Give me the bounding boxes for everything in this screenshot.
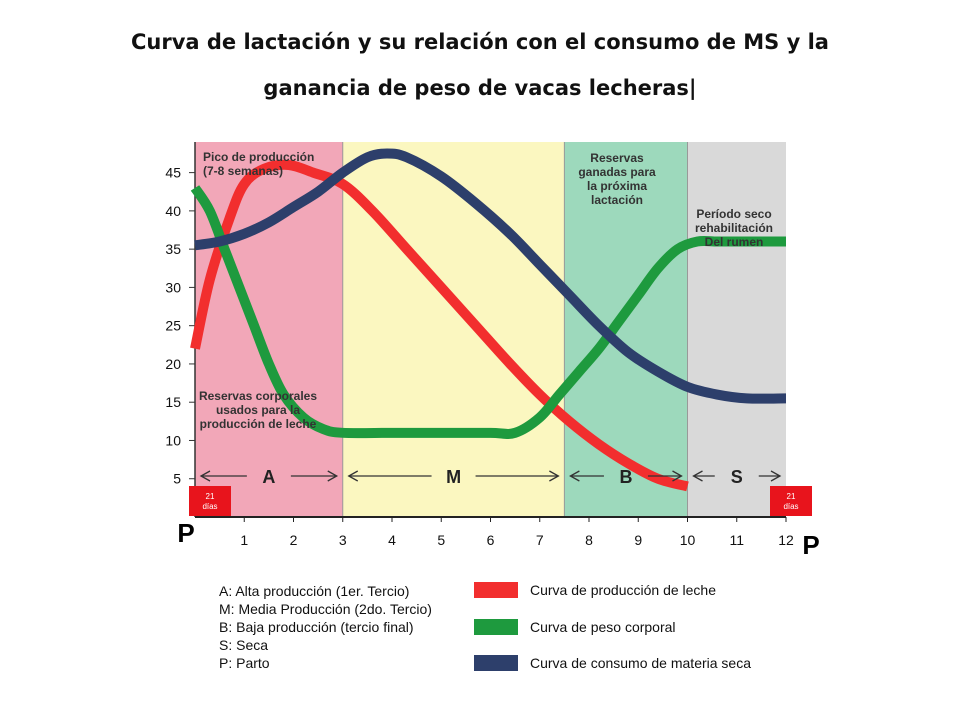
x-tick-label: 7 [536, 532, 544, 548]
y-tick-label: 45 [165, 165, 181, 181]
y-tick-label: 10 [165, 432, 181, 448]
x-tick-label: 2 [290, 532, 298, 548]
legend-item-peso: Curva de peso corporal [474, 619, 676, 635]
x-tick-label: 12 [778, 532, 794, 548]
annotation-reservas-corporales: producción de leche [200, 417, 317, 431]
end-label-parto: P [802, 530, 819, 560]
phase-band-a [195, 142, 343, 517]
phase-band-m [342, 142, 565, 517]
arrowhead-left [692, 470, 703, 482]
phase-code-m: M [446, 467, 461, 487]
x-tick-label: 6 [487, 532, 495, 548]
legend-item-consumo: Curva de consumo de materia seca [474, 655, 751, 671]
legend-abbrev-p: P: Parto [219, 655, 270, 671]
annotation-reservas-corporales: Reservas corporales [199, 389, 317, 403]
legend-abbrev-a: A: Alta producción (1er. Tercio) [219, 583, 410, 599]
y-tick-label: 40 [165, 203, 181, 219]
x-tick-label: 4 [388, 532, 396, 548]
annotation-reservas-ganadas: lactación [591, 193, 643, 207]
x-tick-label: 3 [339, 532, 347, 548]
arrowhead-left [569, 470, 580, 482]
legend-abbrev-m: M: Media Producción (2do. Tercio) [219, 601, 432, 617]
dias-box-left [189, 486, 231, 516]
y-tick-label: 25 [165, 318, 181, 334]
arrowhead-left [199, 470, 211, 482]
arrowhead-right [770, 470, 782, 482]
x-tick-label: 9 [634, 532, 642, 548]
annotation-reservas-ganadas: la próxima [587, 179, 647, 193]
dias-box-text-left: días [202, 502, 217, 511]
arrowhead-right [549, 470, 560, 482]
dias-box-text-right: días [783, 502, 798, 511]
abbreviation-legend: A: Alta producción (1er. Tercio) M: Medi… [219, 582, 432, 672]
annotation-periodo-seco: rehabilitación [695, 221, 773, 235]
y-axis-ticks: 5 10 15 20 25 30 35 40 45 [165, 165, 195, 487]
annotation-reservas-ganadas: ganadas para [578, 165, 656, 179]
phase-bands [194, 142, 786, 518]
phase-band-b [564, 142, 688, 517]
phase-code-b: B [619, 467, 632, 487]
x-tick-label: 8 [585, 532, 593, 548]
legend-abbrev-s: S: Seca [219, 637, 269, 653]
x-axis: 1 2 3 4 5 6 7 8 9 10 11 12P P [177, 517, 820, 560]
legend-label-consumo: Curva de consumo de materia seca [530, 655, 751, 671]
legend-swatch-navy [474, 655, 518, 671]
phase-band-s [687, 142, 786, 517]
x-tick-label: 5 [437, 532, 445, 548]
annotation-pico: Pico de producción [203, 150, 314, 164]
y-tick-label: 15 [165, 394, 181, 410]
x-tick-label: 11 [729, 532, 744, 548]
y-tick-label: 20 [165, 356, 181, 372]
dias-box-text-right: 21 [787, 492, 796, 501]
dias-box-text-left: 21 [206, 492, 215, 501]
x-tick-label: 10 [680, 532, 696, 548]
chart-title-line-1: Curva de lactación y su relación con el … [131, 30, 829, 54]
legend-abbrev-b: B: Baja producción (tercio final) [219, 619, 414, 635]
legend-swatch-red [474, 582, 518, 598]
y-tick-label: 30 [165, 279, 181, 295]
phase-code-s: S [731, 467, 743, 487]
legend-label-peso: Curva de peso corporal [530, 619, 676, 635]
start-label-parto: P [177, 518, 194, 548]
y-tick-label: 5 [173, 471, 181, 487]
annotation-periodo-seco: Período seco [696, 207, 771, 221]
chart-title-line-2: ganancia de peso de vacas lecheras| [263, 76, 697, 100]
dias-box-right [770, 486, 812, 516]
arrowhead-right [672, 470, 683, 482]
chart-annotations: A M B S Pico de producción(7-8 semanas) Reser… [189, 150, 812, 516]
annotation-reservas-corporales: usados para la [216, 403, 300, 417]
series-line-0 [190, 159, 689, 492]
legend-swatch-green [474, 619, 518, 635]
annotation-periodo-seco: Del rumen [705, 235, 764, 249]
arrowhead-left [347, 470, 359, 482]
series-line-2 [194, 148, 787, 404]
series-line-1 [190, 185, 786, 439]
phase-code-a: A [262, 467, 275, 487]
y-tick-label: 35 [165, 241, 181, 257]
x-tick-label: 1 [240, 532, 248, 548]
arrowhead-right [327, 470, 339, 482]
annotation-pico: (7-8 semanas) [203, 164, 283, 178]
annotation-reservas-ganadas: Reservas [590, 151, 644, 165]
legend-label-leche: Curva de producción de leche [530, 582, 717, 598]
curves [190, 148, 787, 492]
legend-item-leche: Curva de producción de leche [474, 582, 716, 598]
